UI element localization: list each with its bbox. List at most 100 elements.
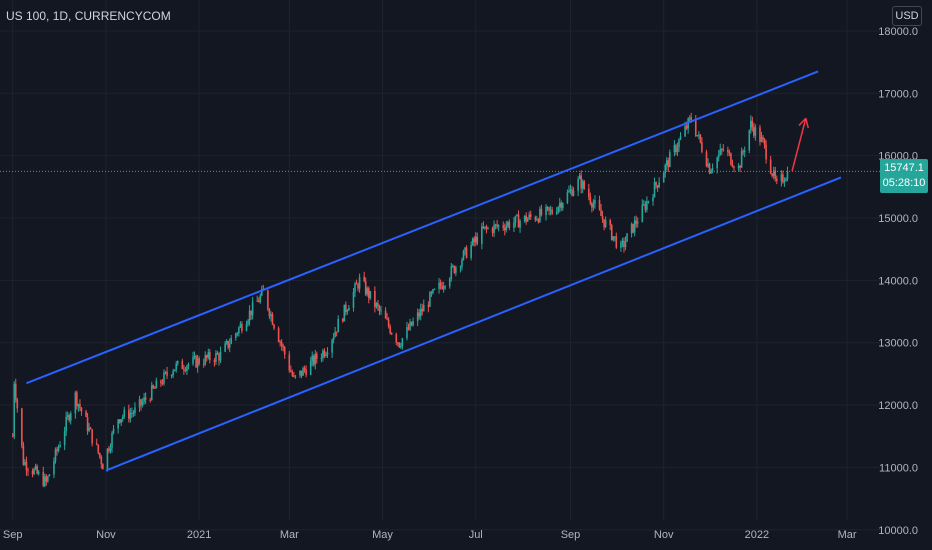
candle — [548, 206, 550, 216]
candle — [247, 319, 249, 327]
candle — [302, 366, 304, 376]
price-axis[interactable]: 10000.0 11000.0 12000.0 13000.0 14000.0 15000… — [878, 26, 918, 537]
candle — [655, 181, 657, 189]
candle — [170, 374, 173, 379]
candle — [523, 215, 526, 223]
candle — [600, 203, 602, 217]
candle — [303, 365, 306, 373]
candle — [455, 265, 457, 277]
candle — [123, 406, 126, 420]
candle — [337, 315, 339, 333]
candle — [375, 301, 378, 309]
price-tick-label: 15000.0 — [878, 213, 918, 225]
upper-channel-line[interactable] — [26, 70, 819, 385]
candle — [673, 140, 676, 157]
time-tick-label: Nov — [96, 529, 116, 541]
candle — [705, 149, 708, 168]
candle — [48, 473, 51, 477]
candle — [316, 351, 318, 364]
candle — [163, 369, 165, 386]
candle — [228, 338, 231, 353]
candle — [186, 364, 188, 376]
candle — [557, 205, 560, 214]
candle — [16, 397, 19, 413]
candle — [322, 348, 324, 362]
lower-channel-line[interactable] — [105, 176, 842, 472]
candle — [641, 199, 644, 223]
candle — [97, 444, 100, 455]
candle — [728, 149, 731, 157]
candle — [118, 419, 121, 424]
candle — [496, 220, 498, 230]
candle — [176, 360, 179, 366]
candle — [367, 286, 370, 304]
time-axis[interactable]: Sep Nov 2021 Mar May Jul Sep Nov 2022 Mar — [3, 529, 857, 541]
candle — [537, 218, 540, 224]
candle — [326, 347, 329, 359]
candle — [410, 321, 413, 327]
candle — [225, 339, 228, 345]
candle — [204, 351, 207, 366]
candle — [109, 443, 112, 454]
candle — [112, 424, 115, 435]
candle — [589, 192, 592, 206]
candle — [141, 398, 144, 408]
candle — [273, 323, 275, 331]
candle — [476, 232, 479, 246]
candle — [462, 249, 465, 261]
candle — [213, 358, 216, 367]
candle — [439, 279, 442, 290]
candle — [623, 237, 625, 253]
candle — [85, 409, 87, 418]
candle — [615, 232, 618, 249]
price-tick-label: 11000.0 — [879, 462, 918, 474]
candle — [647, 200, 650, 204]
candle — [482, 221, 485, 230]
candlestick-series — [11, 112, 789, 488]
candle — [332, 332, 335, 344]
candle — [427, 301, 430, 313]
current-price-badge: 15747.1 05:28:10 — [880, 159, 928, 194]
candle — [540, 204, 543, 217]
candle — [42, 466, 45, 488]
candle — [652, 194, 654, 206]
candle — [364, 277, 367, 297]
candle — [418, 308, 420, 320]
candle — [291, 369, 294, 378]
candle — [282, 343, 284, 352]
candle — [470, 241, 472, 261]
candle — [603, 219, 605, 231]
candle — [144, 392, 147, 404]
candle — [325, 351, 327, 358]
candle — [432, 288, 434, 295]
candle — [354, 281, 356, 297]
currency-button[interactable]: USD — [892, 6, 922, 26]
candle — [687, 117, 689, 134]
candle — [720, 147, 723, 155]
candle — [474, 232, 477, 246]
candle — [270, 311, 272, 322]
candle — [566, 189, 569, 205]
candle — [27, 467, 29, 477]
candle — [604, 216, 607, 229]
candle — [65, 411, 67, 436]
candle — [653, 177, 656, 198]
candle — [751, 116, 754, 132]
candle — [750, 115, 752, 134]
projection-arrow[interactable] — [791, 117, 809, 172]
candle — [380, 305, 382, 315]
candle — [430, 290, 433, 297]
candle — [667, 157, 670, 173]
candle — [635, 215, 637, 228]
candle — [505, 220, 508, 233]
candle — [184, 366, 187, 373]
candle — [519, 219, 521, 233]
candle — [620, 240, 622, 252]
candle — [312, 354, 315, 367]
candle — [257, 297, 260, 303]
candle — [102, 463, 104, 470]
candle — [193, 351, 196, 360]
candle — [701, 137, 703, 154]
symbol-title[interactable]: US 100, 1D, CURRENCYCOM — [6, 9, 171, 23]
